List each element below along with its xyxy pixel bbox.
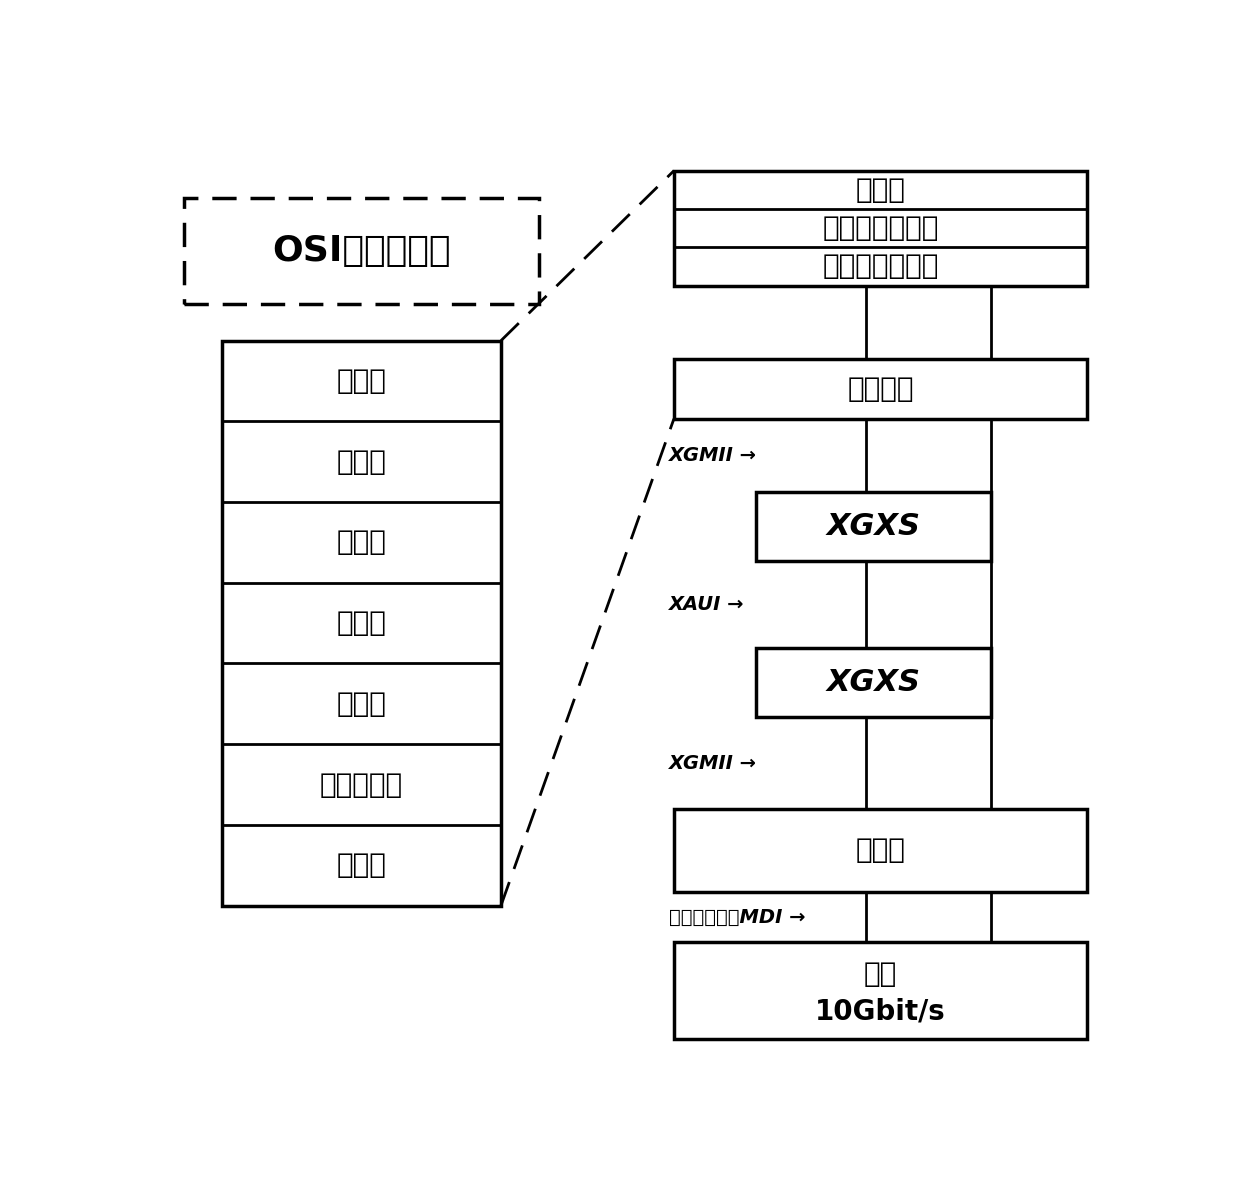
Text: XGXS: XGXS <box>826 668 920 698</box>
Text: 介质: 介质 <box>864 960 898 988</box>
Text: 协调子层: 协调子层 <box>847 375 914 403</box>
Text: 应用层: 应用层 <box>337 367 387 395</box>
Text: 更高层: 更高层 <box>856 175 905 204</box>
Text: OSI参考模型层: OSI参考模型层 <box>273 234 451 268</box>
FancyBboxPatch shape <box>675 171 1087 285</box>
Text: 传输层: 传输层 <box>337 610 387 637</box>
FancyBboxPatch shape <box>675 809 1087 892</box>
FancyBboxPatch shape <box>755 493 991 561</box>
Text: 介质相关接口MDI →: 介质相关接口MDI → <box>670 908 806 927</box>
Text: XGMII →: XGMII → <box>670 754 758 773</box>
Text: 表示层: 表示层 <box>337 447 387 476</box>
FancyBboxPatch shape <box>222 341 501 905</box>
Text: 物理层: 物理层 <box>856 836 905 865</box>
Text: 逻辑链路控制层: 逻辑链路控制层 <box>822 214 939 242</box>
FancyBboxPatch shape <box>755 649 991 717</box>
Text: 物理层: 物理层 <box>337 852 387 879</box>
FancyBboxPatch shape <box>675 359 1087 419</box>
Text: 网络层: 网络层 <box>337 690 387 718</box>
Text: XGMII →: XGMII → <box>670 446 758 465</box>
FancyBboxPatch shape <box>675 942 1087 1039</box>
Text: 介质访问控制层: 介质访问控制层 <box>822 253 939 280</box>
FancyBboxPatch shape <box>184 198 539 304</box>
Text: 会话层: 会话层 <box>337 528 387 556</box>
Text: 数据链路层: 数据链路层 <box>320 771 403 798</box>
Text: 10Gbit/s: 10Gbit/s <box>815 997 946 1026</box>
Text: XGXS: XGXS <box>826 512 920 542</box>
Text: XAUI →: XAUI → <box>670 595 745 614</box>
